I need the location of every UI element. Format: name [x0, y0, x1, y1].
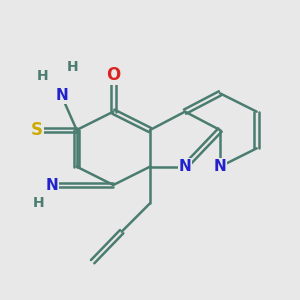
Text: H: H: [67, 60, 79, 74]
Text: O: O: [106, 66, 121, 84]
Text: N: N: [45, 178, 58, 193]
Text: H: H: [37, 69, 49, 83]
Text: N: N: [55, 88, 68, 104]
Text: S: S: [31, 121, 43, 139]
Text: N: N: [178, 159, 191, 174]
Text: H: H: [32, 196, 44, 210]
Text: N: N: [214, 159, 226, 174]
